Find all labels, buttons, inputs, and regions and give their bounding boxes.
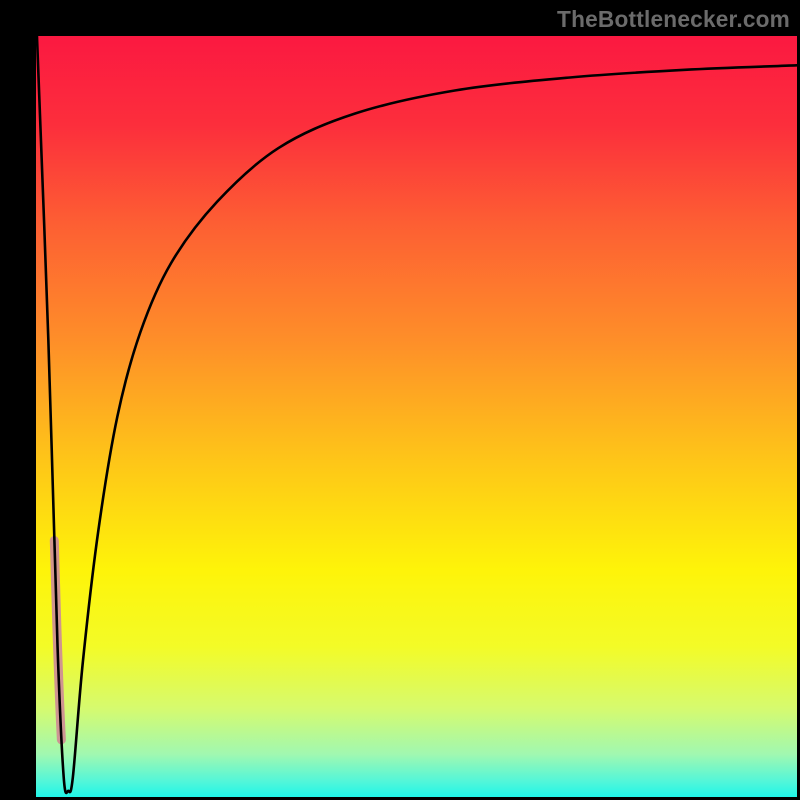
watermark-text: TheBottlenecker.com: [557, 6, 790, 33]
plot-area: [33, 33, 800, 800]
bottleneck-curve: [37, 33, 800, 793]
curve-layer: [33, 33, 800, 800]
stage: TheBottlenecker.com: [0, 0, 800, 800]
